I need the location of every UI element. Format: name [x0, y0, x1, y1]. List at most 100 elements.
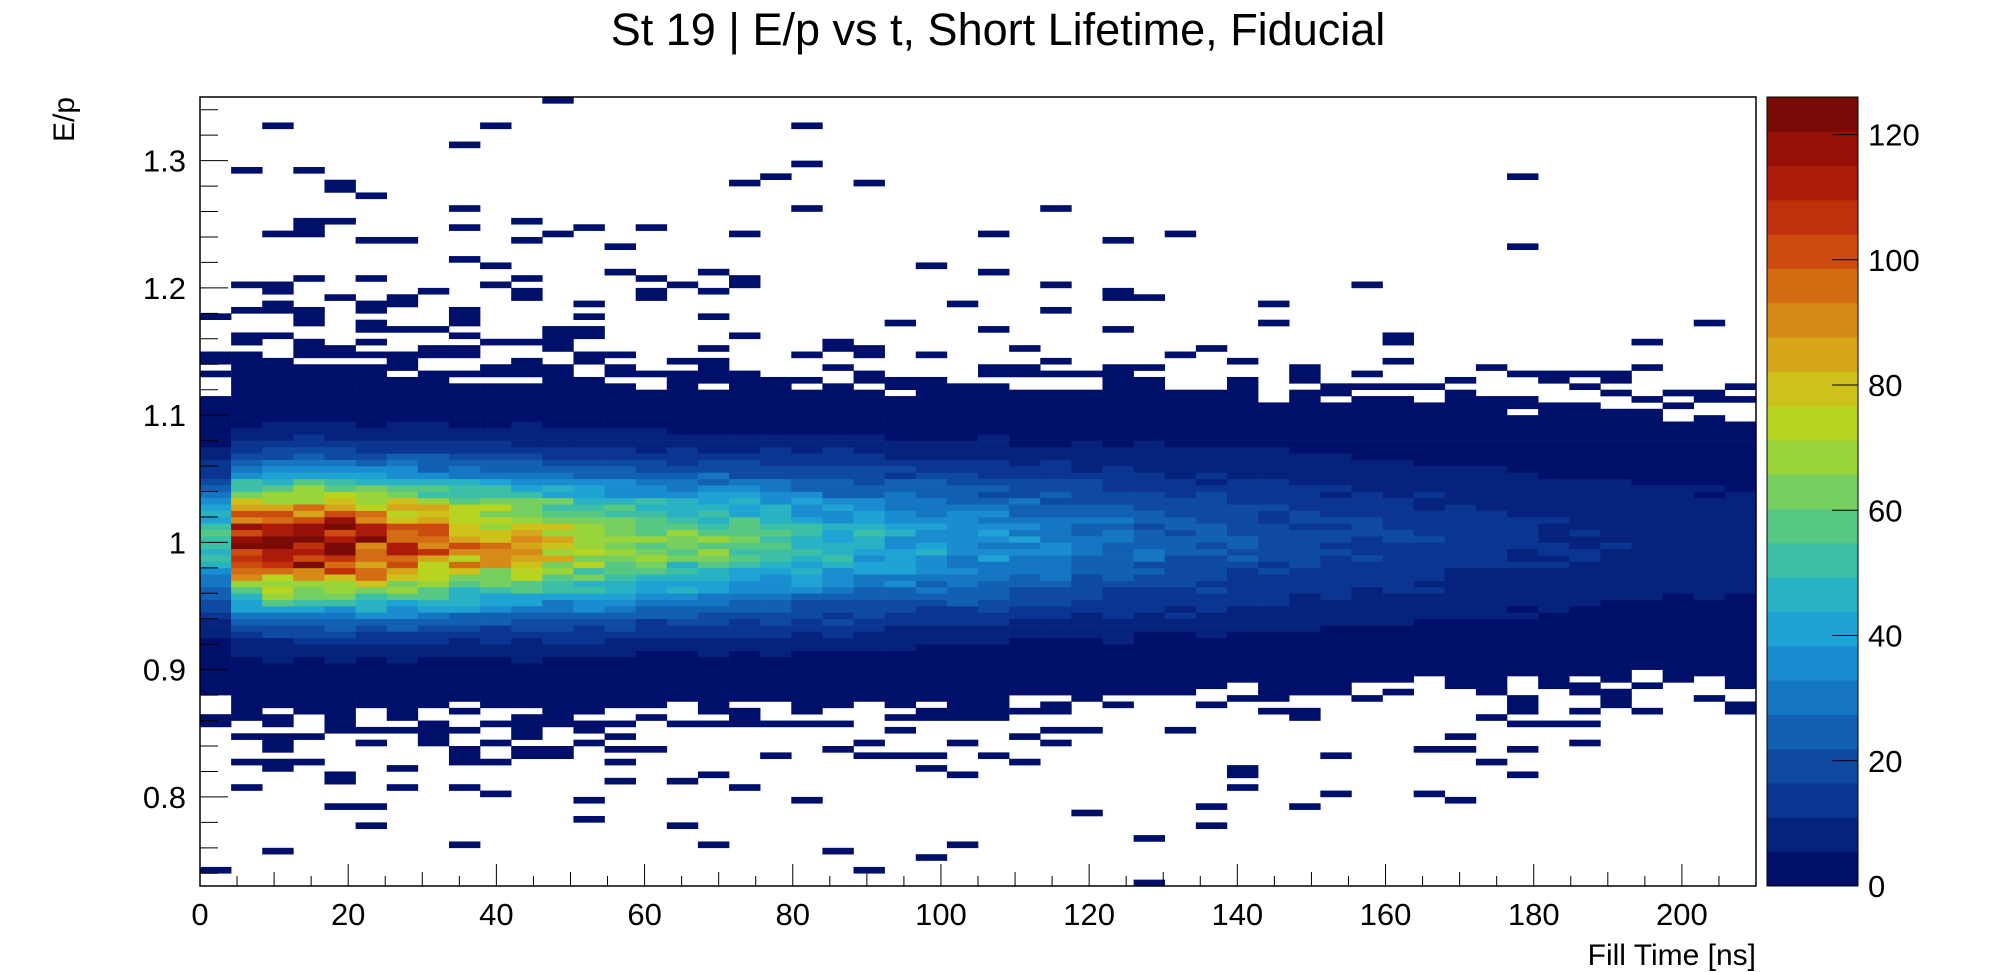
heatmap-cell — [666, 434, 699, 441]
heatmap-cell — [417, 287, 450, 295]
heatmap-cell — [853, 510, 885, 518]
heatmap-cell — [1133, 625, 1166, 632]
heatmap-cell — [324, 440, 356, 448]
heatmap-cell — [262, 669, 294, 677]
heatmap-cell — [1724, 574, 1757, 581]
heatmap-cell — [355, 516, 388, 524]
heatmap-cell — [1040, 504, 1072, 511]
heatmap-cell — [1258, 650, 1290, 658]
heatmap-cell — [1289, 631, 1321, 639]
heatmap-cell — [666, 593, 699, 600]
heatmap-cell — [946, 714, 979, 721]
heatmap-cell — [1600, 491, 1632, 499]
heatmap-cell — [231, 580, 263, 588]
heatmap-cell — [355, 695, 388, 702]
heatmap-cell — [386, 555, 419, 562]
heatmap-cell — [200, 656, 232, 664]
heatmap-cell — [760, 682, 792, 690]
heatmap-cell — [480, 790, 512, 798]
heatmap-cell — [1258, 612, 1290, 620]
heatmap-cell — [573, 548, 605, 556]
heatmap-cell — [760, 529, 792, 537]
heatmap-cell — [355, 491, 388, 499]
heatmap-cell — [200, 485, 232, 492]
heatmap-cell — [791, 160, 823, 168]
heatmap-cell — [791, 720, 823, 728]
heatmap-cell — [511, 364, 543, 371]
heatmap-cell — [1413, 746, 1446, 753]
heatmap-cell — [448, 408, 481, 416]
heatmap-cell — [1724, 491, 1757, 499]
heatmap-cell — [1600, 446, 1632, 454]
heatmap-cell — [853, 650, 885, 658]
heatmap-cell — [542, 364, 574, 371]
heatmap-cell — [1164, 593, 1197, 600]
heatmap-cell — [1320, 580, 1352, 588]
heatmap-cell — [1724, 504, 1757, 511]
heatmap-cell — [1164, 466, 1197, 473]
heatmap-cell — [1631, 396, 1663, 403]
heatmap-cell — [1071, 434, 1103, 441]
heatmap-cell — [1631, 561, 1663, 569]
heatmap-cell — [386, 351, 419, 359]
heatmap-cell — [573, 542, 605, 550]
heatmap-cell — [946, 523, 979, 530]
heatmap-cell — [853, 523, 885, 530]
heatmap-cell — [666, 637, 699, 645]
heatmap-cell — [1631, 485, 1663, 492]
heatmap-cell — [262, 396, 294, 403]
heatmap-cell — [480, 701, 512, 709]
heatmap-cell — [417, 720, 450, 728]
heatmap-cell — [1662, 440, 1695, 448]
heatmap-cell — [1102, 606, 1134, 613]
heatmap-cell — [1444, 402, 1477, 410]
heatmap-cell — [386, 529, 419, 537]
heatmap-cell — [480, 542, 512, 550]
heatmap-cell — [386, 625, 419, 632]
heatmap-cell — [386, 631, 419, 639]
heatmap-cell — [884, 466, 917, 473]
heatmap-cell — [1040, 599, 1072, 607]
heatmap-cell — [1600, 574, 1632, 581]
heatmap-cell — [1258, 466, 1290, 473]
heatmap-cell — [480, 676, 512, 683]
heatmap-cell — [231, 701, 263, 709]
heatmap-cell — [946, 497, 979, 505]
heatmap-cell — [1320, 618, 1352, 626]
heatmap-cell — [1320, 599, 1352, 607]
heatmap-cell — [480, 364, 512, 371]
heatmap-cell — [324, 599, 356, 607]
heatmap-cell — [448, 574, 481, 581]
heatmap-cell — [1009, 707, 1041, 715]
heatmap-cell — [1382, 357, 1414, 365]
heatmap-cell — [915, 618, 948, 626]
heatmap-cell — [1382, 396, 1414, 403]
heatmap-cell — [386, 701, 419, 709]
heatmap-cell — [1164, 542, 1197, 550]
heatmap-cell — [1009, 574, 1041, 581]
heatmap-cell — [262, 415, 294, 422]
heatmap-cell — [293, 446, 325, 454]
heatmap-cell — [480, 523, 512, 530]
heatmap-cell — [542, 376, 574, 384]
heatmap-cell — [1569, 637, 1601, 645]
heatmap-cell — [822, 695, 854, 702]
heatmap-cell — [324, 574, 356, 581]
heatmap-cell — [1195, 485, 1228, 492]
heatmap-cell — [511, 287, 543, 295]
heatmap-cell — [1444, 606, 1477, 613]
heatmap-cell — [1600, 516, 1632, 524]
heatmap-cell — [448, 784, 481, 791]
heatmap-cell — [1289, 376, 1321, 384]
heatmap-cell — [1569, 574, 1601, 581]
heatmap-cell — [1569, 478, 1601, 486]
heatmap-cell — [480, 682, 512, 690]
heatmap-cell — [200, 542, 232, 550]
heatmap-cell — [853, 516, 885, 524]
heatmap-cell — [1289, 510, 1321, 518]
heatmap-cell — [1475, 497, 1508, 505]
heatmap-cell — [262, 847, 294, 855]
heatmap-cell — [448, 504, 481, 511]
heatmap-cell — [822, 415, 854, 422]
heatmap-cell — [884, 523, 917, 530]
